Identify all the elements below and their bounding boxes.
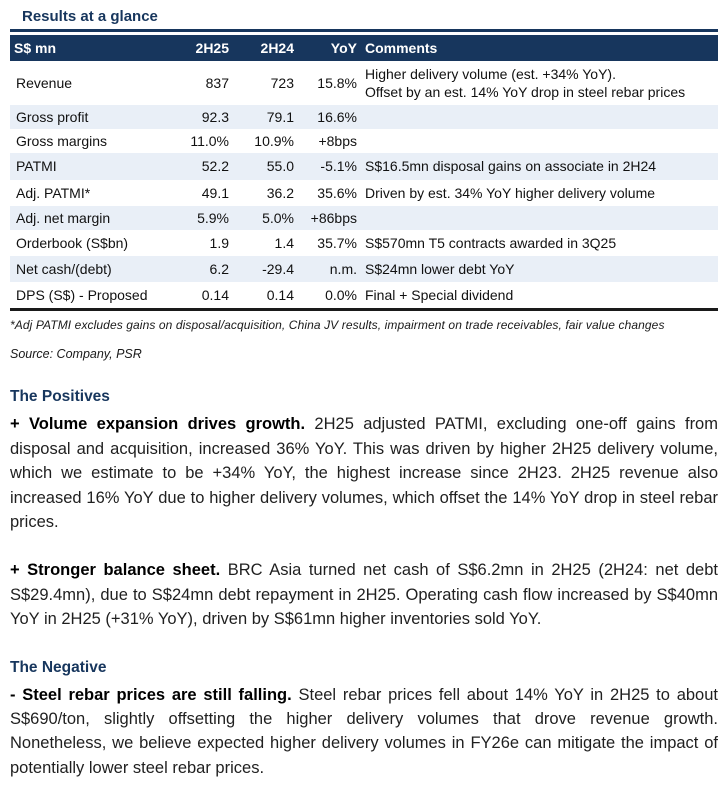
table-footnote: *Adj PATMI excludes gains on disposal/ac… <box>10 318 665 333</box>
row-2h25-value: 837 <box>205 75 229 92</box>
body-paragraph: + Stronger balance sheet. BRC Asia turne… <box>10 558 718 631</box>
row-2h25-value: 1.9 <box>209 234 229 251</box>
paragraph-text: 2H25 adjusted PATMI, excluding one-off g… <box>10 415 718 531</box>
report-section: The Negative - Steel rebar prices are st… <box>10 659 718 781</box>
table-row: Net cash/(debt) 6.2 -29.4 n.m. S$24mn lo… <box>10 255 718 283</box>
row-2h25-value: 6.2 <box>209 261 229 278</box>
row-metric-label: Gross profit <box>16 109 89 126</box>
table-row: PATMI 52.2 55.0 -5.1% S$16.5mn disposal … <box>10 153 718 180</box>
table-row: Adj. PATMI* 49.1 36.2 35.6% Driven by es… <box>10 180 718 206</box>
row-metric-label: Adj. PATMI* <box>16 184 91 201</box>
row-comment <box>361 206 718 230</box>
col-header-yoy: YoY <box>298 35 361 61</box>
table-row: Gross margins 11.0% 10.9% +8bps <box>10 129 718 153</box>
body-paragraph: - Steel rebar prices are still falling. … <box>10 683 718 781</box>
row-comment: S$24mn lower debt YoY <box>365 260 515 277</box>
row-2h25-value: 52.2 <box>201 158 229 175</box>
table-header-row: S$ mn 2H25 2H24 YoY Comments <box>10 35 718 61</box>
row-yoy-value: 0.0% <box>325 287 357 304</box>
row-2h24-value: 55.0 <box>266 158 294 175</box>
row-yoy-value: 35.6% <box>317 184 357 201</box>
row-2h25-value: 5.9% <box>197 209 229 226</box>
row-comment: S$16.5mn disposal gains on associate in … <box>365 158 657 175</box>
paragraph-text: Steel rebar prices fell about 14% YoY in… <box>10 685 718 777</box>
row-yoy-value: +8bps <box>318 133 357 150</box>
row-metric-label: Gross margins <box>16 133 108 150</box>
row-comment: Driven by est. 34% YoY higher delivery v… <box>365 184 656 201</box>
row-comment: S$570mn T5 contracts awarded in 3Q25 <box>365 234 617 251</box>
row-2h24-value: 5.0% <box>262 209 294 226</box>
row-metric-label: Revenue <box>16 75 73 92</box>
report-section: The Positives + Volume expansion drives … <box>10 388 718 631</box>
row-yoy-value: -5.1% <box>320 158 357 175</box>
table-row: Revenue 837 723 15.8% Higher delivery vo… <box>10 61 718 105</box>
row-yoy-value: n.m. <box>329 261 357 278</box>
col-header-2h24: 2H24 <box>233 35 298 61</box>
col-header-2h25: 2H25 <box>168 35 233 61</box>
results-table: S$ mn 2H25 2H24 YoY Comments Revenue 837… <box>10 35 718 312</box>
section-heading: The Positives <box>10 388 110 406</box>
row-yoy-value: 35.7% <box>317 234 357 251</box>
row-2h25-value: 92.3 <box>201 109 229 126</box>
table-row: Gross profit 92.3 79.1 16.6% <box>10 105 718 130</box>
body-paragraph: + Volume expansion drives growth. 2H25 a… <box>10 412 718 534</box>
row-2h24-value: 10.9% <box>254 133 294 150</box>
row-2h24-value: 0.14 <box>266 287 294 304</box>
table-row: DPS (S$) - Proposed 0.14 0.14 0.0% Final… <box>10 282 718 310</box>
row-metric-label: PATMI <box>16 158 57 175</box>
row-comment <box>361 129 718 153</box>
table-row: Adj. net margin 5.9% 5.0% +86bps <box>10 205 718 230</box>
source-note: Source: Company, PSR <box>10 347 142 362</box>
row-comment: Higher delivery volume (est. +34% YoY). … <box>365 66 686 101</box>
row-2h24-value: 79.1 <box>266 109 294 126</box>
row-metric-label: Orderbook (S$bn) <box>16 234 129 251</box>
row-metric-label: Adj. net margin <box>16 209 111 226</box>
row-metric-label: Net cash/(debt) <box>16 261 112 278</box>
col-header-metric: S$ mn <box>10 35 168 61</box>
row-2h24-value: 1.4 <box>274 234 294 251</box>
row-2h25-value: 11.0% <box>190 133 229 150</box>
row-2h24-value: 723 <box>270 75 294 92</box>
table-row: Orderbook (S$bn) 1.9 1.4 35.7% S$570mn T… <box>10 230 718 256</box>
col-header-comments: Comments <box>361 35 718 61</box>
row-comment: Final + Special dividend <box>365 287 514 304</box>
paragraph-lead: + Stronger balance sheet. <box>10 561 221 580</box>
row-yoy-value: 16.6% <box>317 109 357 126</box>
row-2h24-value: 36.2 <box>266 184 294 201</box>
row-yoy-value: 15.8% <box>317 75 357 92</box>
row-yoy-value: +86bps <box>310 209 357 226</box>
row-comment <box>361 105 718 129</box>
commentary-sections: The Positives + Volume expansion drives … <box>10 388 718 780</box>
row-2h25-value: 49.1 <box>201 184 229 201</box>
paragraph-text: BRC Asia turned net cash of S$6.2mn in 2… <box>10 561 718 629</box>
page-title: Results at a glance <box>10 6 718 32</box>
paragraph-lead: + Volume expansion drives growth. <box>10 415 306 434</box>
row-metric-label: DPS (S$) - Proposed <box>16 287 148 304</box>
row-2h25-value: 0.14 <box>201 287 229 304</box>
paragraph-lead: - Steel rebar prices are still falling. <box>10 685 292 704</box>
section-heading: The Negative <box>10 658 107 676</box>
row-2h24-value: -29.4 <box>262 261 294 278</box>
